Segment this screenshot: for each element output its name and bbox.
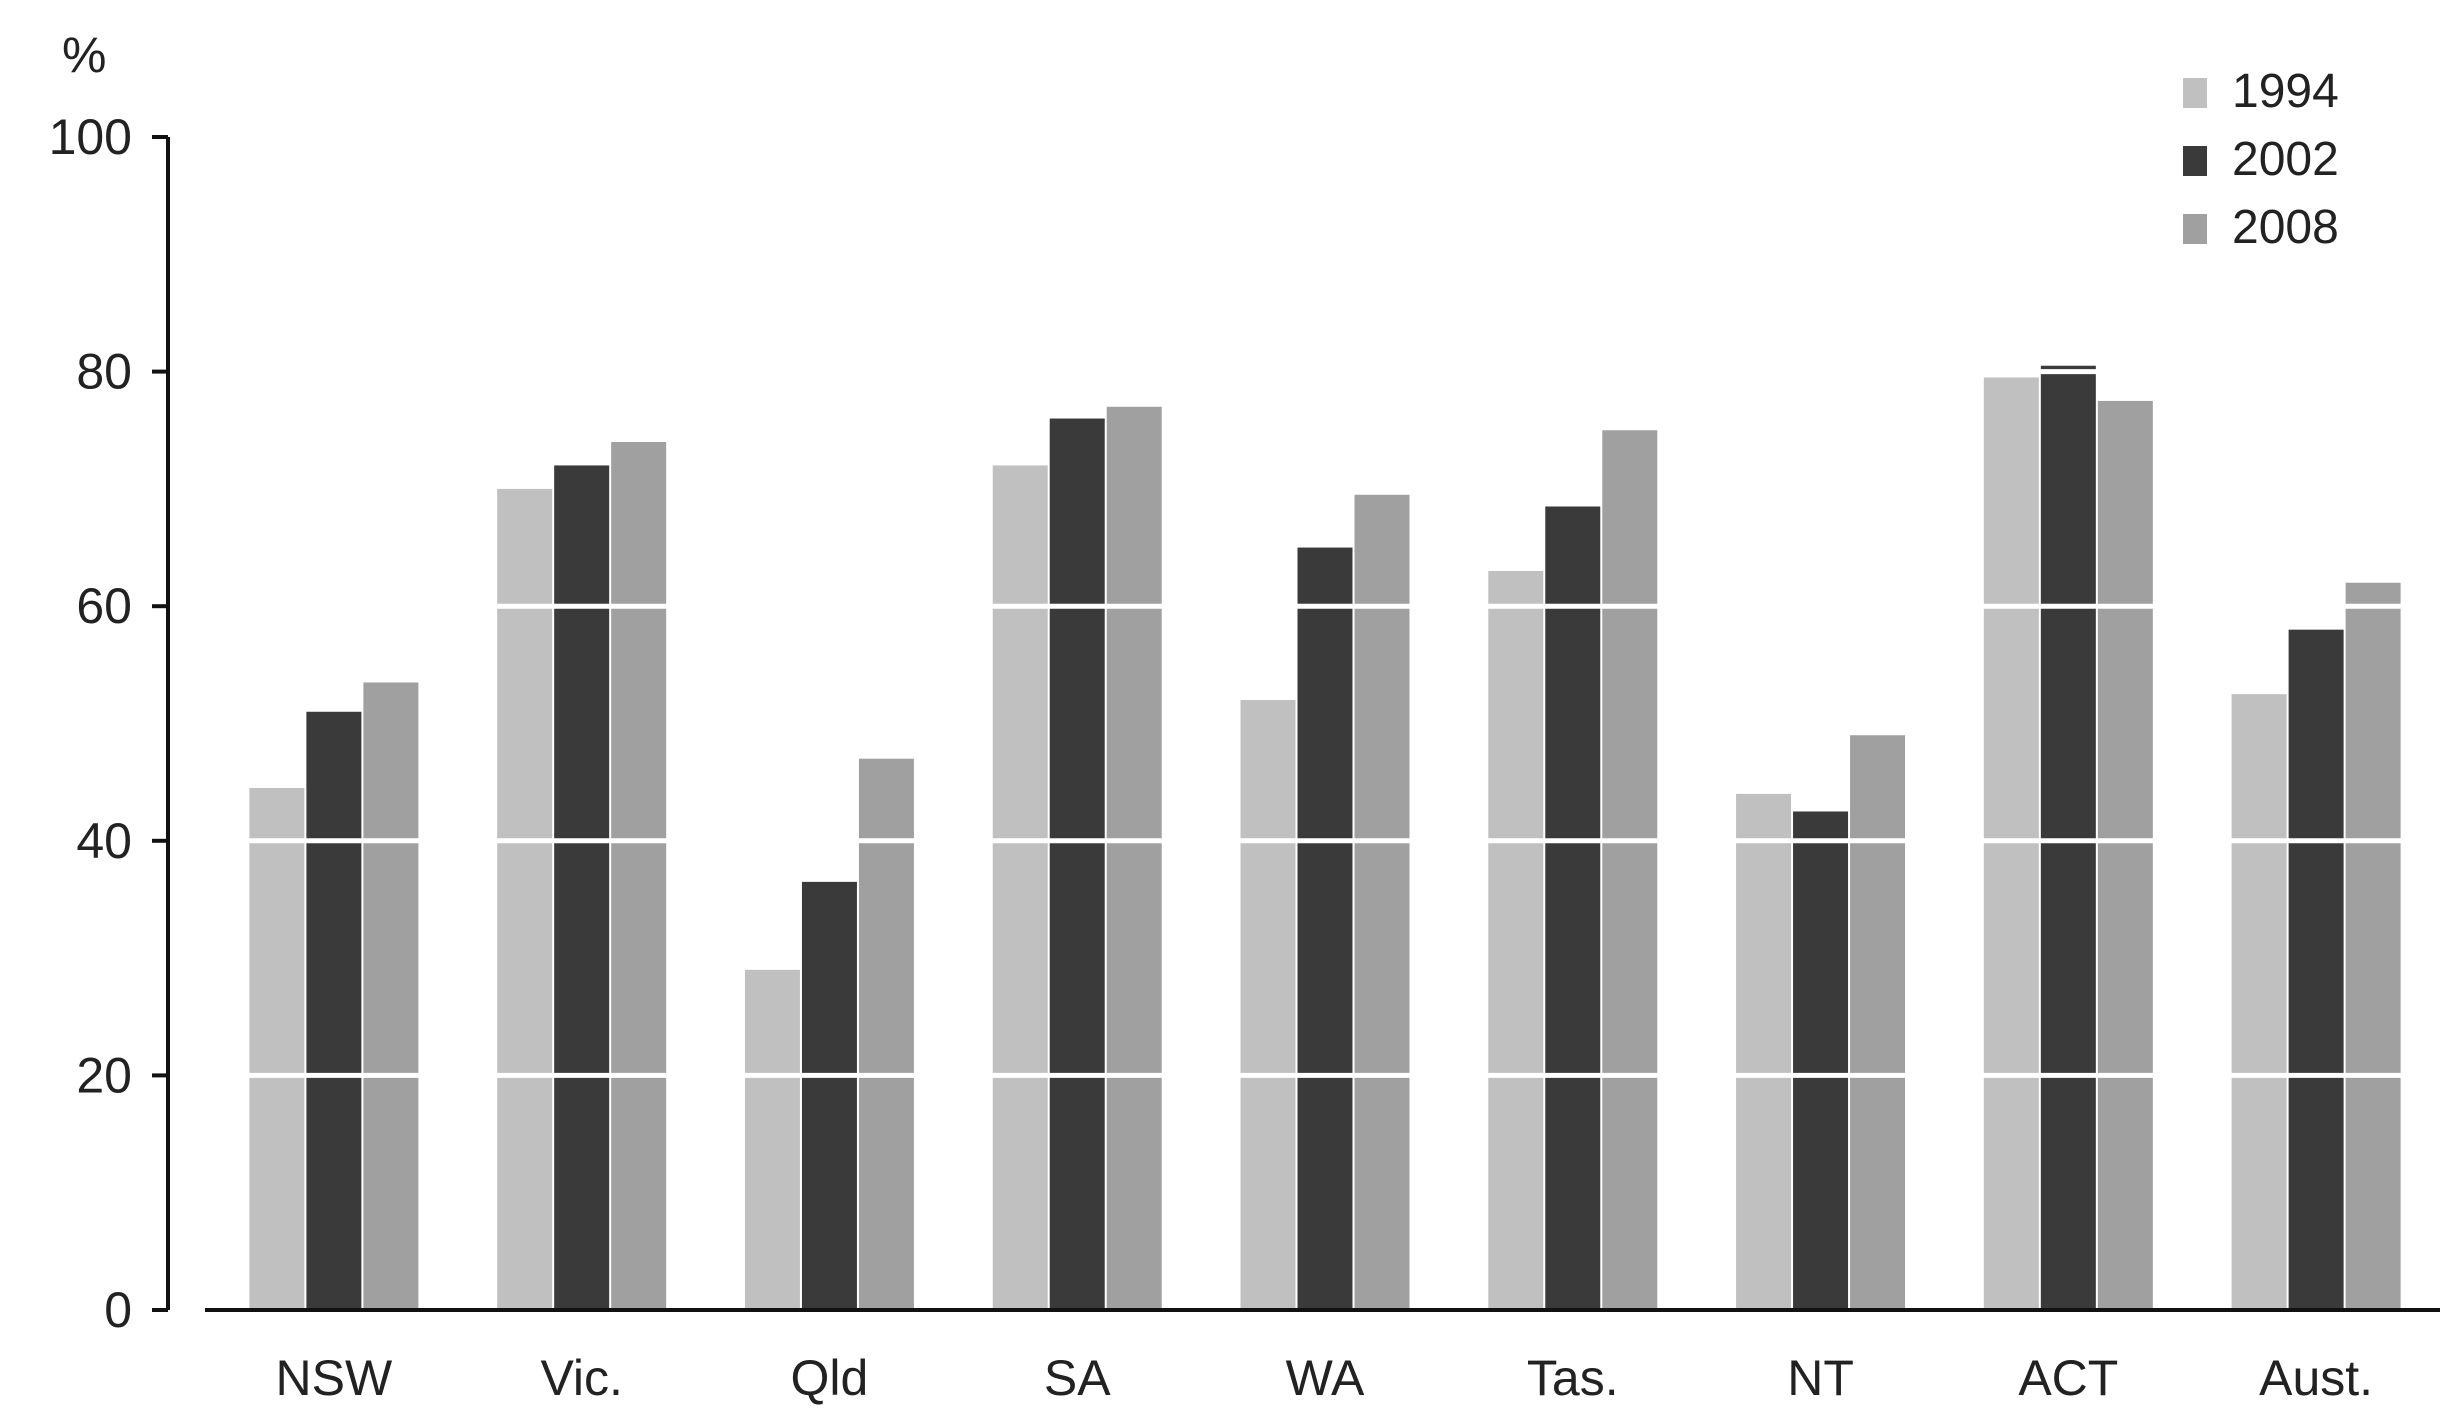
y-tick-label: 80 (76, 344, 132, 400)
x-tick-label: SA (1044, 1350, 1111, 1406)
bar-qld-2002 (801, 881, 857, 1310)
bar-vic-2008 (611, 441, 667, 1311)
bar-nt-2008 (1850, 735, 1906, 1310)
y-tick-label: 20 (76, 1047, 132, 1103)
y-tick-label: 40 (76, 813, 132, 869)
legend-swatch-2002 (2183, 146, 2207, 176)
x-tick-label: Vic. (540, 1350, 622, 1406)
bar-wa-2008 (1354, 494, 1410, 1310)
bar-nt-1994 (1736, 793, 1792, 1310)
x-tick-label: NSW (276, 1350, 393, 1406)
bar-tas-2008 (1602, 430, 1658, 1310)
legend-label-2002: 2002 (2232, 133, 2339, 186)
bar-qld-2008 (858, 758, 914, 1310)
x-tick-label: WA (1286, 1350, 1365, 1406)
legend-swatch-1994 (2183, 78, 2207, 108)
legend-label-1994: 1994 (2232, 65, 2339, 118)
bar-act-1994 (1983, 377, 2039, 1311)
y-unit-label: % (62, 27, 106, 83)
bar-act-2008 (2097, 400, 2153, 1310)
bar-nsw-2008 (363, 682, 419, 1310)
bar-aust-1994 (2231, 694, 2287, 1310)
axes: NSW Vic. Qld SA WA Tas. NT ACT Aust. 0 20 40 60 80 100 (49, 109, 2440, 1406)
legend: 1994 2002 2008 (2183, 65, 2339, 254)
x-tick-label: NT (1787, 1350, 1854, 1406)
bar-wa-2002 (1297, 547, 1353, 1310)
bar-wa-1994 (1240, 700, 1296, 1310)
bar-aust-2008 (2345, 582, 2401, 1310)
y-tick-label: 0 (104, 1282, 132, 1338)
y-tick-label: 100 (49, 109, 132, 165)
bar-sa-1994 (992, 465, 1048, 1310)
bar-qld-1994 (744, 969, 800, 1310)
bar-vic-2002 (554, 465, 610, 1310)
y-tick-label: 60 (76, 578, 132, 634)
bar-tas-2002 (1545, 506, 1601, 1310)
bar-act-2002 (2040, 365, 2096, 1310)
bar-nt-2002 (1793, 811, 1849, 1310)
x-tick-label: Tas. (1527, 1350, 1619, 1406)
legend-label-2008: 2008 (2232, 201, 2339, 254)
bar-vic-1994 (497, 488, 553, 1310)
bar-tas-1994 (1488, 571, 1544, 1310)
bar-nsw-2002 (306, 711, 362, 1310)
bar-sa-2008 (1106, 406, 1162, 1310)
plot-area (210, 365, 2440, 1311)
x-tick-label: Qld (791, 1350, 869, 1406)
x-tick-label: ACT (2018, 1350, 2118, 1406)
bar-sa-2002 (1049, 418, 1105, 1310)
bar-nsw-1994 (249, 788, 305, 1310)
bar-aust-2002 (2288, 629, 2344, 1310)
legend-swatch-2008 (2183, 214, 2207, 244)
x-tick-label: Aust. (2259, 1350, 2373, 1406)
